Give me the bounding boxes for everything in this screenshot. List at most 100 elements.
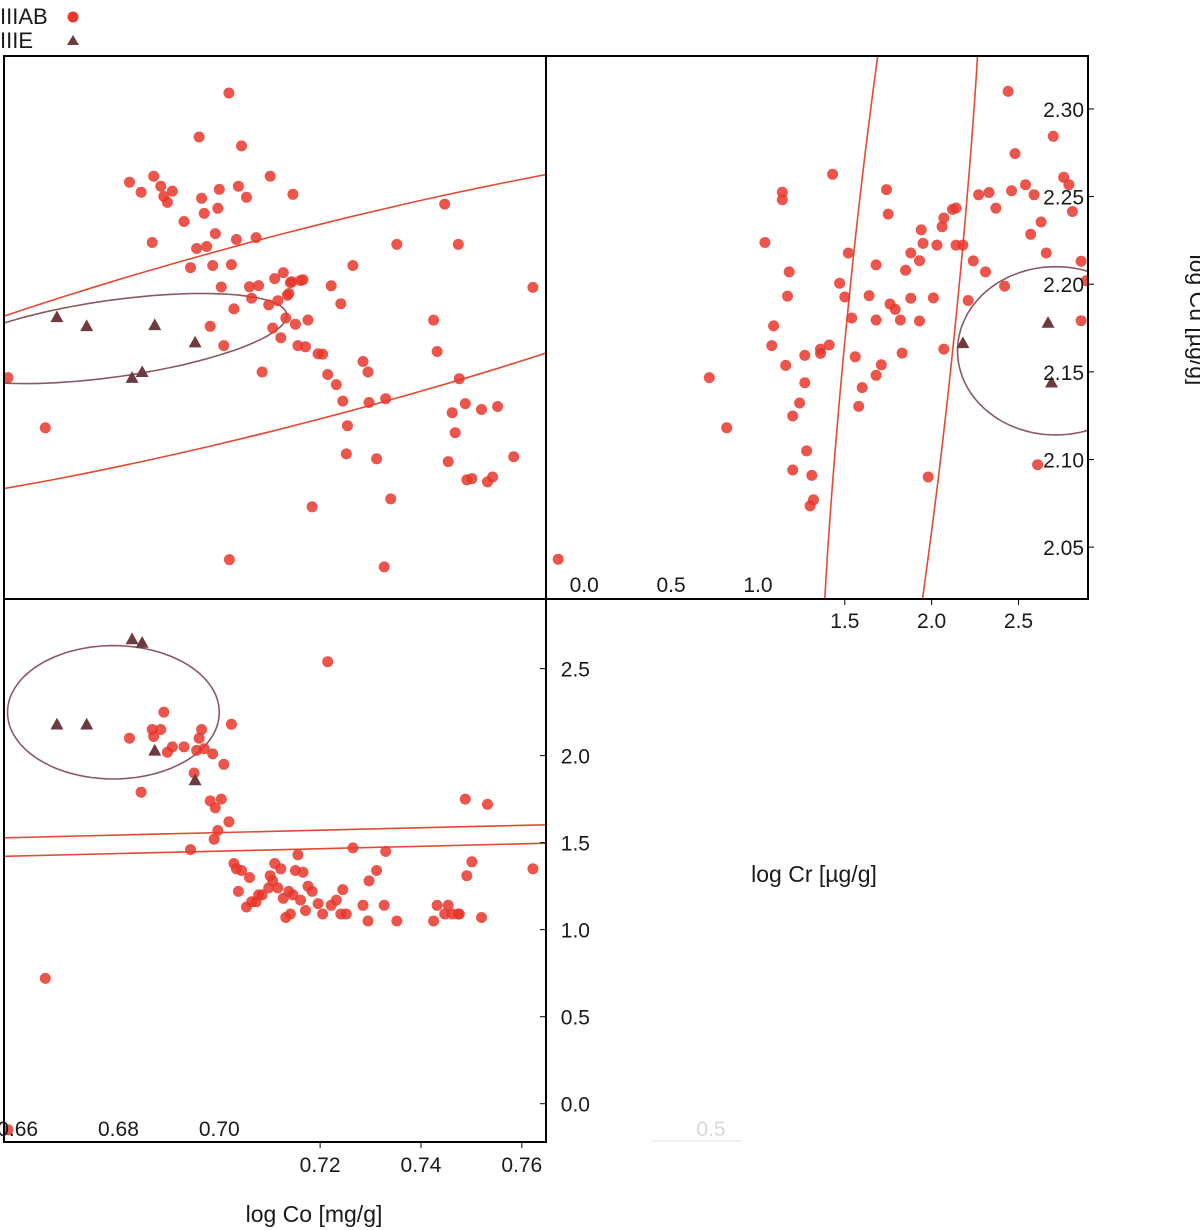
point-iiiab (459, 398, 471, 410)
point-iiiab (244, 281, 255, 293)
point-iiiab (794, 397, 806, 409)
point-iiiab (1002, 85, 1014, 97)
point-iiiab (215, 281, 227, 293)
point-iiiab (927, 292, 939, 304)
point-iiiab (870, 314, 882, 326)
point-iiiab (297, 866, 309, 878)
point-iiiab (703, 372, 715, 384)
point-iiie (50, 310, 64, 323)
point-iiiab (446, 407, 458, 419)
point-iiiab (241, 191, 252, 203)
point-iiie (80, 717, 94, 730)
point-iiie (1041, 316, 1055, 328)
y-axis-title-cu: log Cu [µg/g] (1185, 255, 1200, 386)
point-iiiab (236, 140, 247, 152)
point-iiiab (135, 786, 147, 798)
point-iiiab (212, 202, 224, 214)
point-iiiab (306, 501, 318, 513)
point-iiiab (277, 267, 289, 279)
point-iiie (148, 318, 162, 331)
point-iiiab (973, 189, 985, 201)
point-iiiab (1006, 185, 1018, 197)
point-iiiab (431, 899, 443, 911)
point-iiiab (4, 372, 14, 384)
point-iiiab (900, 264, 912, 276)
point-iiie (148, 743, 162, 756)
y-tick-label-cr: 1.5 (561, 833, 590, 856)
point-iiiab (193, 732, 205, 744)
point-iiiab (306, 885, 318, 897)
point-iiiab (295, 894, 306, 906)
point-iiiab (875, 359, 887, 371)
legend-marker-iiiab (67, 11, 79, 23)
point-iiiab (782, 290, 793, 302)
point-iiiab (209, 802, 221, 814)
x-tick-label-cr: 2.5 (1004, 610, 1033, 633)
point-iiiab (124, 176, 135, 188)
point-iiiab (283, 288, 295, 299)
point-iiiab (178, 741, 190, 753)
point-iiiab (453, 908, 465, 920)
x-tick-label-co: 0.72 (300, 1154, 341, 1177)
x-tick-label-co: 0.70 (199, 1118, 240, 1141)
point-iiiab (380, 393, 392, 405)
point-iiiab (272, 882, 284, 894)
point-iiiab (218, 758, 230, 770)
point-iiiab (213, 183, 225, 195)
point-iiiab (1075, 255, 1087, 267)
point-iiie (50, 717, 64, 730)
point-iiiab (391, 915, 403, 927)
point-iiiab (267, 322, 279, 334)
point-iiiab (380, 845, 392, 857)
point-iiiab (766, 340, 778, 352)
point-iiiab (881, 184, 892, 196)
point-iiiab (230, 234, 242, 245)
point-iiiab (212, 825, 224, 836)
point-iiiab (371, 865, 383, 876)
point-iiiab (983, 187, 995, 198)
ellipse-iiiab (4, 823, 546, 858)
point-iiiab (1063, 179, 1075, 191)
point-iiiab (842, 247, 854, 259)
ellipse-iiiab (823, 56, 979, 599)
x-tick-label-cr: 0.5 (656, 574, 685, 597)
point-iiiab (148, 731, 160, 742)
point-iiie (125, 371, 139, 383)
point-iiiab (799, 349, 811, 361)
point-iiiab (839, 291, 851, 303)
point-iiiab (263, 299, 275, 311)
point-iiiab (914, 315, 925, 327)
point-iiiab (783, 266, 795, 278)
point-iiiab (225, 718, 237, 730)
point-iiiab (215, 793, 227, 805)
panel-frame-cr-vs-co (3, 598, 547, 1143)
ellipse-iiie (956, 265, 1088, 436)
point-iiiab (856, 382, 868, 394)
point-iiiab (922, 471, 934, 483)
point-iiiab (439, 198, 451, 210)
point-iiiab (317, 908, 329, 920)
point-iiie (135, 365, 149, 378)
point-iiiab (492, 401, 504, 412)
point-iiiab (347, 842, 359, 854)
point-iiiab (341, 420, 353, 432)
point-iiiab (931, 239, 943, 251)
axes: 2.05 2.10 2.15 2.20 2.25 2.30 0.0 0.5 1.0 1.5 2.0 2… (0, 56, 1094, 1177)
point-iiiab (204, 320, 216, 332)
point-iiiab (264, 170, 276, 182)
point-iiiab (286, 276, 298, 288)
point-iiiab (337, 884, 349, 896)
point-iiiab (787, 464, 799, 476)
point-iiiab (870, 259, 882, 271)
point-iiiab (391, 238, 403, 250)
point-iiiab (957, 239, 969, 251)
legend: IIIAB IIIE (0, 4, 79, 53)
point-iiiab (476, 912, 487, 923)
point-iiiab (228, 303, 240, 315)
point-iiiab (962, 295, 974, 306)
point-iiiab (292, 849, 304, 861)
y-tick-label-cu: 2.30 (1043, 99, 1084, 122)
x-tick-label-cr: 1.0 (743, 574, 772, 597)
point-iiiab (466, 473, 478, 485)
point-iiiab (1028, 189, 1040, 201)
